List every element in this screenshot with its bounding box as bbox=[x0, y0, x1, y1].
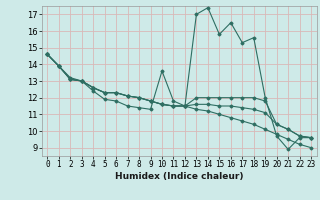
X-axis label: Humidex (Indice chaleur): Humidex (Indice chaleur) bbox=[115, 172, 244, 181]
